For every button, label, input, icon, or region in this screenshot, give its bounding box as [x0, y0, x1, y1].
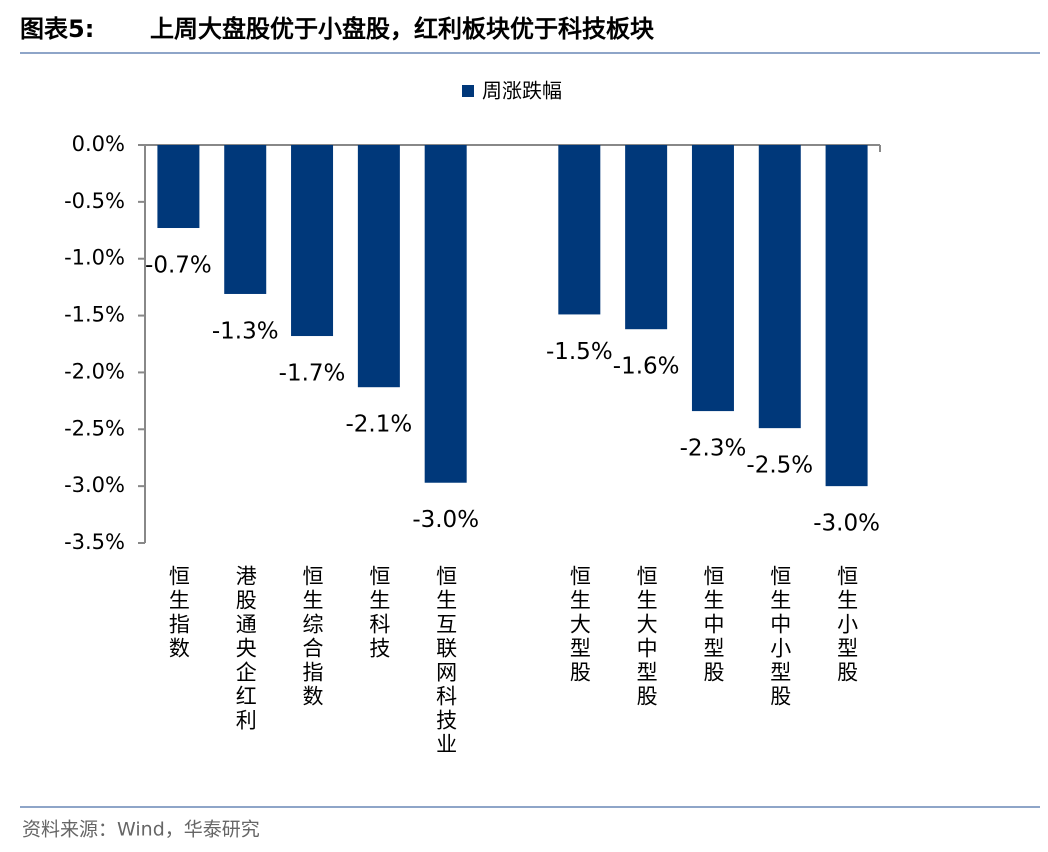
value-label: -1.7%	[279, 361, 346, 387]
x-tick-label: 港股通央企红利	[233, 565, 257, 733]
bar	[558, 145, 601, 315]
value-label: -0.7%	[145, 253, 212, 279]
x-tick-label: 恒生科技	[367, 565, 391, 661]
value-label: -1.3%	[212, 318, 279, 344]
bar	[424, 145, 467, 483]
bar	[625, 145, 668, 330]
x-tick-label: 恒生大型股	[567, 565, 591, 685]
x-tick-label: 恒生指数	[166, 565, 190, 661]
bar	[224, 145, 267, 294]
value-label: -3.0%	[813, 511, 880, 537]
x-tick-label: 恒生互联网科技业	[434, 565, 458, 757]
x-tick-label: 恒生中小型股	[768, 565, 792, 709]
bar	[825, 145, 868, 487]
x-tick-label: 恒生大中型股	[634, 565, 658, 709]
source-note: 资料来源：Wind，华泰研究	[22, 819, 260, 841]
value-label: -2.3%	[680, 436, 747, 462]
bar	[758, 145, 801, 429]
y-tick-label: -2.0%	[64, 359, 125, 383]
bar	[357, 145, 400, 388]
bar	[157, 145, 200, 229]
chart-label: 图表5:	[20, 15, 94, 43]
value-label: -2.1%	[345, 412, 412, 438]
y-tick-label: -3.0%	[64, 473, 125, 497]
y-tick-label: -0.5%	[64, 189, 125, 213]
bar	[291, 145, 334, 337]
value-label: -3.0%	[412, 507, 479, 533]
bar	[691, 145, 734, 412]
y-tick-label: -2.5%	[64, 416, 125, 440]
legend-label: 周涨跌幅	[482, 79, 562, 103]
value-label: -2.5%	[746, 453, 813, 479]
value-label: -1.6%	[613, 354, 680, 380]
x-tick-label: 恒生小型股	[835, 565, 859, 685]
y-tick-label: -3.5%	[64, 530, 125, 554]
chart-title: 上周大盘股优于小盘股，红利板块优于科技板块	[150, 15, 654, 43]
y-tick-label: -1.5%	[64, 303, 125, 327]
y-tick-label: -1.0%	[64, 246, 125, 270]
x-tick-label: 恒生中型股	[701, 565, 725, 685]
y-tick-label: 0.0%	[72, 132, 125, 156]
legend-swatch	[462, 85, 474, 97]
x-tick-label: 恒生综合指数	[300, 565, 324, 709]
value-label: -1.5%	[546, 339, 613, 365]
